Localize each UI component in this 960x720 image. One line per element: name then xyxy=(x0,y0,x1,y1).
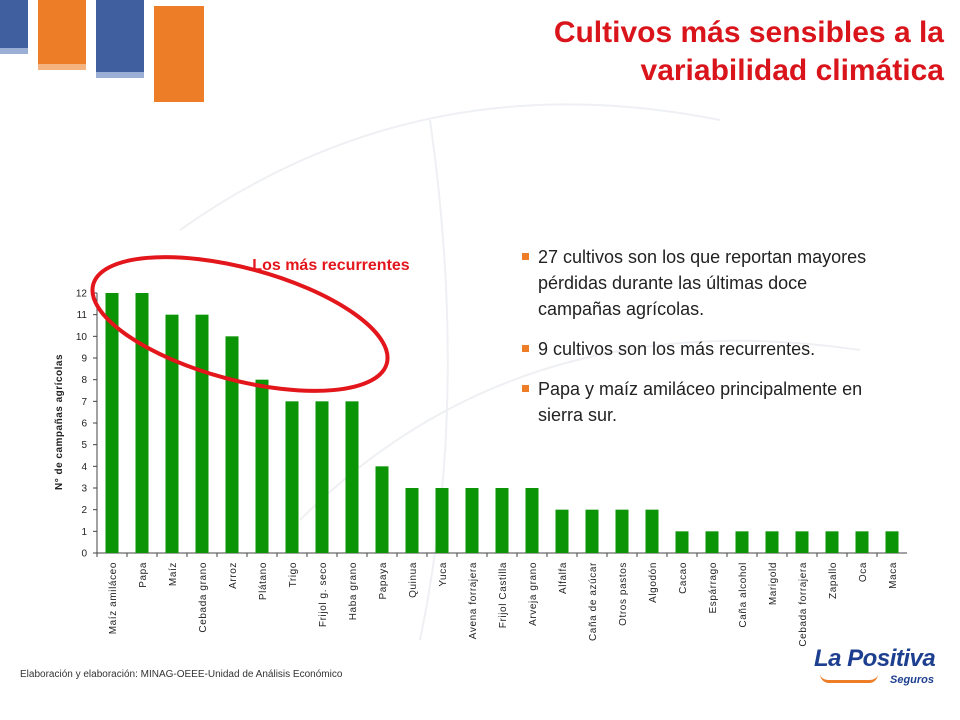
bar xyxy=(735,531,749,553)
bar xyxy=(195,314,209,553)
y-tick-label: 9 xyxy=(81,354,87,365)
x-tick-label: Haba grano xyxy=(348,562,359,620)
y-axis-label: N° de campañas agrícolas xyxy=(54,354,65,490)
bullet-item: Papa y maíz amiláceo principalmente en s… xyxy=(520,376,880,428)
square-bullet-icon xyxy=(522,253,529,260)
x-tick-label: Quinua xyxy=(408,562,419,598)
bar xyxy=(255,379,269,553)
x-tick-label: Plátano xyxy=(258,562,269,600)
y-tick-label: 8 xyxy=(81,375,87,386)
y-tick-label: 7 xyxy=(81,397,87,408)
x-tick-label: Maíz amiláceo xyxy=(108,562,119,634)
decor-tile-blue-2-shadow xyxy=(96,72,144,78)
y-tick-label: 10 xyxy=(76,332,88,343)
x-tick-label: Zapallo xyxy=(828,562,839,599)
x-tick-label: Maíz xyxy=(168,562,179,586)
page-title-line-1: Cultivos más sensibles a la xyxy=(553,16,944,49)
x-tick-label: Maca xyxy=(888,562,899,589)
bar xyxy=(855,531,869,553)
source-note: Elaboración y elaboración: MINAG-OEEE-Un… xyxy=(20,669,343,680)
bar xyxy=(165,314,179,553)
x-tick-label: Marigold xyxy=(768,562,779,605)
decor-tile-orange-2 xyxy=(154,6,204,102)
bar xyxy=(225,336,239,553)
bullet-item: 27 cultivos son los que reportan mayores… xyxy=(520,244,880,322)
y-tick-label: 0 xyxy=(81,549,87,560)
y-tick-label: 5 xyxy=(81,440,87,451)
y-tick-label: 1 xyxy=(81,527,87,538)
company-logo: La Positiva Seguros xyxy=(814,646,942,694)
bar xyxy=(555,509,569,553)
logo-subtitle: Seguros xyxy=(889,674,934,686)
bar xyxy=(585,509,599,553)
bar xyxy=(525,488,539,553)
x-tick-label: Otros pastos xyxy=(618,562,629,626)
bar xyxy=(135,293,149,553)
x-tick-label: Arroz xyxy=(228,562,239,589)
decor-tile-blue xyxy=(0,0,28,48)
decor-tile-orange xyxy=(38,0,86,64)
bullet-text: 9 cultivos son los más recurrentes. xyxy=(538,339,816,359)
x-tick-label: Frijol g. seco xyxy=(318,562,329,627)
bar xyxy=(345,401,359,553)
x-tick-label: Papa xyxy=(138,562,149,588)
bullet-item: 9 cultivos son los más recurrentes. xyxy=(520,336,880,362)
bar xyxy=(885,531,899,553)
bar xyxy=(435,488,449,553)
y-tick-label: 4 xyxy=(81,462,87,473)
x-tick-label: Papaya xyxy=(378,562,389,600)
highlight-ellipse xyxy=(90,255,390,393)
decor-tile-blue-shadow xyxy=(0,48,28,54)
background-arcs xyxy=(179,103,861,641)
x-tick-label: Yuca xyxy=(438,562,449,587)
page-title: Cultivos más sensibles a la variabilidad… xyxy=(384,14,944,90)
y-tick-label: 12 xyxy=(76,289,88,300)
bullet-list: 27 cultivos son los que reportan mayores… xyxy=(520,244,880,442)
bar xyxy=(615,509,629,553)
highlight-annotation: Los más recurrentes xyxy=(252,257,410,274)
x-tick-label: Trigo xyxy=(288,562,299,587)
x-tick-label: Frijol Castilla xyxy=(498,562,509,628)
x-tick-label: Caña de azúcar xyxy=(588,562,599,641)
decor-tile-blue-2 xyxy=(96,0,144,72)
x-tick-label: Oca xyxy=(858,562,869,582)
bar xyxy=(675,531,689,553)
y-tick-label: 3 xyxy=(81,484,87,495)
x-tick-label: Algodón xyxy=(648,562,659,603)
x-tick-label: Caña alcohol xyxy=(738,562,749,628)
bar xyxy=(465,488,479,553)
square-bullet-icon xyxy=(522,345,529,352)
bar xyxy=(105,293,119,553)
bar xyxy=(375,466,389,553)
x-tick-label: Cacao xyxy=(678,562,689,594)
bar xyxy=(825,531,839,553)
x-tick-label: Espárrago xyxy=(708,562,719,614)
bar xyxy=(705,531,719,553)
x-tick-label: Alfalfa xyxy=(558,562,569,594)
bar xyxy=(405,488,419,553)
bullet-text: 27 cultivos son los que reportan mayores… xyxy=(538,247,867,319)
bullet-text: Papa y maíz amiláceo principalmente en s… xyxy=(538,379,863,425)
bar xyxy=(285,401,299,553)
x-tick-label: Cebada forrajera xyxy=(798,562,809,647)
y-tick-label: 11 xyxy=(77,310,88,321)
logo-name: La Positiva xyxy=(814,645,936,672)
y-tick-label: 6 xyxy=(81,419,87,430)
square-bullet-icon xyxy=(522,385,529,392)
x-tick-label: Avena forrajera xyxy=(468,562,479,639)
bar xyxy=(645,509,659,553)
page-title-line-2: variabilidad climática xyxy=(640,54,944,87)
bar xyxy=(315,401,329,553)
x-tick-label: Cebada grano xyxy=(198,562,209,633)
decor-tile-orange-shadow xyxy=(38,64,86,70)
bar xyxy=(795,531,809,553)
y-tick-label: 2 xyxy=(81,505,87,516)
bar xyxy=(765,531,779,553)
bar xyxy=(495,488,509,553)
logo-swoosh-icon xyxy=(820,674,878,683)
x-tick-label: Arveja grano xyxy=(528,562,539,626)
